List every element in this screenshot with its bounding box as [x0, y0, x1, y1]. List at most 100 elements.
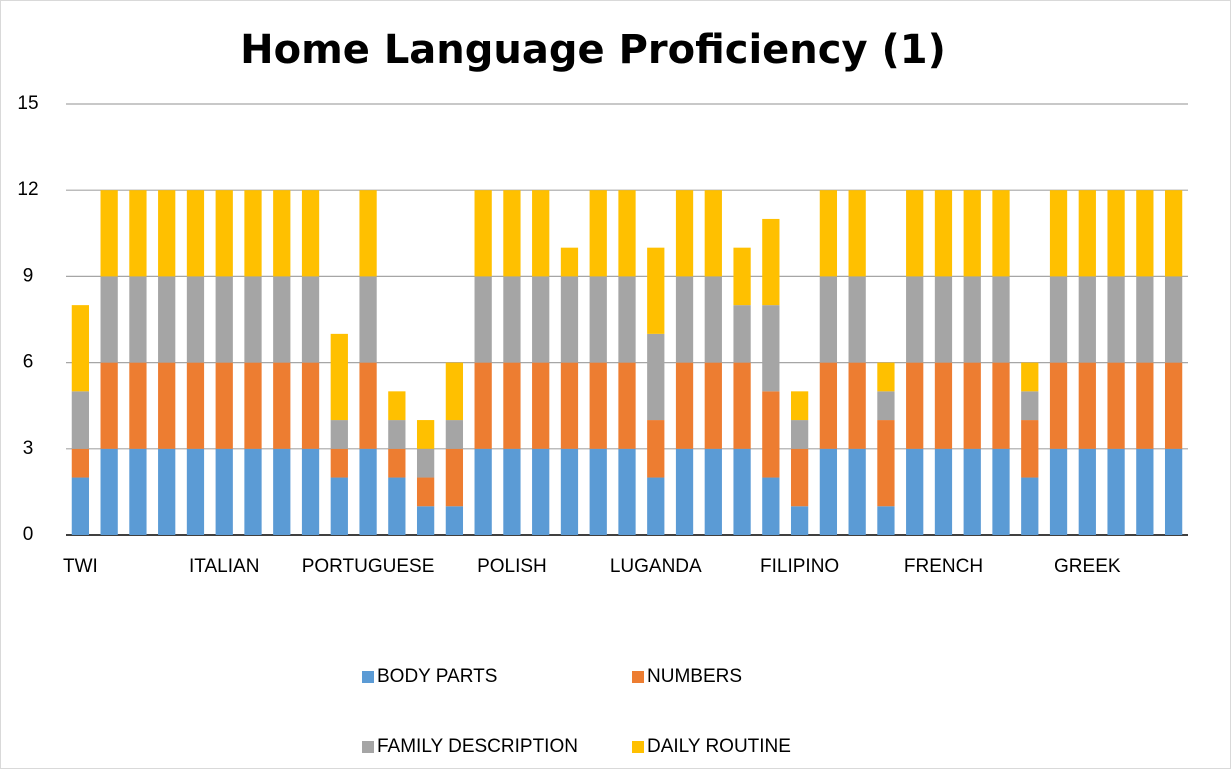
bar-segment	[474, 190, 492, 277]
bar-segment	[71, 477, 90, 535]
bar-segment	[71, 391, 90, 449]
bar-segment	[560, 247, 579, 277]
bar-segment	[1049, 190, 1068, 277]
bar-segment	[1136, 276, 1154, 363]
bar-segment	[273, 276, 291, 363]
bar-segment	[532, 362, 550, 449]
bar-segment	[963, 448, 981, 535]
bar-segment	[848, 276, 866, 363]
bar-segment	[129, 362, 147, 449]
bar-segment	[359, 362, 377, 449]
bar-segment	[675, 276, 694, 363]
bar-segment	[445, 362, 464, 421]
bar-segment	[129, 276, 147, 363]
bar-segment	[1107, 362, 1125, 449]
bar-segment	[273, 448, 291, 535]
bar-segment	[474, 276, 492, 363]
legend-swatch	[362, 671, 374, 683]
bar-segment	[71, 448, 90, 478]
bar-segment	[762, 218, 780, 306]
bar-segment	[848, 448, 866, 535]
bar-segment	[158, 190, 176, 277]
bar-segment	[1049, 362, 1068, 449]
bar-segment	[733, 247, 751, 306]
bar-segment	[71, 305, 90, 392]
bar-segment	[848, 362, 866, 449]
bar-segment	[618, 448, 636, 535]
bar-segment	[416, 448, 435, 478]
bar-segment	[100, 448, 118, 535]
bar-segment	[704, 190, 722, 277]
x-tick-label: FILIPINO	[760, 556, 839, 577]
bar-segment	[877, 362, 895, 392]
y-tick-label: 9	[23, 265, 34, 286]
bar-segment	[1164, 362, 1183, 449]
y-tick-label: 3	[23, 438, 34, 459]
bar-segment	[1136, 362, 1154, 449]
bar-segment	[589, 362, 607, 449]
bar-segment	[445, 506, 464, 535]
bar-segment	[1164, 276, 1183, 363]
bar-segment	[503, 448, 521, 535]
bar-segment	[215, 448, 233, 535]
bar-segment	[244, 276, 262, 363]
bar-segment	[819, 448, 838, 535]
bar-segment	[503, 190, 521, 277]
x-tick-label: TWI	[63, 556, 98, 577]
bar-segment	[1107, 448, 1125, 535]
bar-segment	[359, 190, 377, 277]
bar-segment	[819, 190, 838, 277]
bar-segment	[1021, 362, 1039, 392]
bar-segment	[647, 333, 665, 421]
bar-segment	[704, 276, 722, 363]
bar-segment	[560, 276, 579, 363]
bar-segment	[848, 190, 866, 277]
legend-label: DAILY ROUTINE	[647, 736, 791, 757]
bar-segment	[330, 477, 348, 535]
bar-segment	[474, 448, 492, 535]
bar-segment	[762, 391, 780, 478]
bar-segment	[330, 333, 348, 421]
bar-segment	[675, 448, 694, 535]
bar-segment	[359, 448, 377, 535]
bar-segment	[618, 190, 636, 277]
bar-segment	[301, 362, 320, 449]
bar-segment	[877, 420, 895, 507]
bar-segment	[790, 448, 809, 507]
bar-segment	[1078, 190, 1096, 277]
bar-segment	[158, 276, 176, 363]
bar-segment	[877, 506, 895, 535]
bar-segment	[733, 448, 751, 535]
bar-segment	[445, 448, 464, 507]
bar-segment	[1021, 420, 1039, 478]
bar-segment	[589, 276, 607, 363]
bar-segment	[963, 362, 981, 449]
bar-segment	[790, 391, 809, 421]
bar-segment	[1049, 276, 1068, 363]
bar-segment	[388, 477, 406, 535]
bar-segment	[1021, 477, 1039, 535]
x-tick-label: PORTUGUESE	[302, 556, 435, 577]
bar-segment	[330, 448, 348, 478]
x-tick-label: ITALIAN	[189, 556, 259, 577]
y-tick-label: 6	[23, 352, 34, 373]
bar-segment	[388, 448, 406, 478]
bar-segment	[273, 190, 291, 277]
y-tick-label: 15	[17, 93, 38, 114]
bar-segment	[934, 276, 953, 363]
bar-segment	[1107, 276, 1125, 363]
bar-segment	[215, 362, 233, 449]
bar-segment	[934, 362, 953, 449]
bar-segment	[1078, 362, 1096, 449]
bar-segment	[589, 448, 607, 535]
legend-swatch	[632, 741, 644, 753]
bar-segment	[388, 420, 406, 449]
bar-segment	[100, 362, 118, 449]
bar-segment	[273, 362, 291, 449]
bar-segment	[532, 448, 550, 535]
legend-label: BODY PARTS	[377, 666, 497, 687]
bar-segment	[186, 448, 205, 535]
bar-segment	[704, 362, 722, 449]
